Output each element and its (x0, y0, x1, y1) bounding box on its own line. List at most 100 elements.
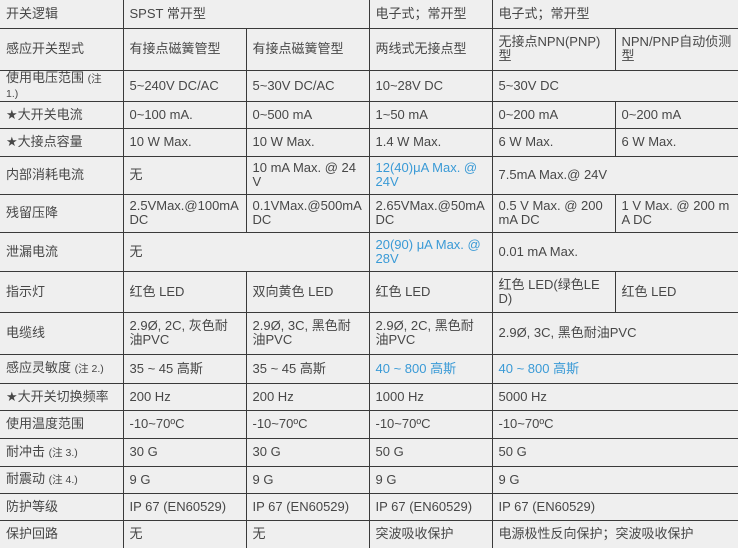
row-label-text: 使用温度范围 (6, 416, 85, 431)
table-cell: 5~240V DC/AC (122, 69, 247, 102)
row-label-text: 使用电压范围 (6, 69, 85, 85)
table-cell: IP 67 (EN60529) (245, 492, 370, 521)
table-cell: 红色 LED(绿色LED) (491, 270, 616, 313)
table-cell: 0~500 mA (245, 100, 370, 129)
table-cell: 无接点NPN(PNP)型 (491, 27, 616, 71)
table-cell: 35 ~ 45 高斯 (122, 353, 247, 384)
table-row: 使用电压范围 (注 1.) 5~240V DC/AC 5~30V DC/AC 10~2… (0, 69, 738, 102)
row-label: 指示灯 (0, 270, 124, 313)
table-cell: 12(40)μA Max. @ 24V (368, 155, 493, 195)
table-row: ★大开关电流 0~100 mA. 0~500 mA 1~50 mA 0~200 mA 0~… (0, 100, 738, 129)
table-row: 残留压降 2.5VMax.@100mA DC 0.1VMax.@500mA DC 2.… (0, 193, 738, 233)
table-cell: 电子式；常开型 (368, 0, 493, 29)
row-label-text: 防护等级 (6, 498, 59, 514)
table-cell: 40 ~ 800 高斯 (368, 353, 493, 384)
row-label-note: (注 3.) (48, 446, 78, 459)
table-cell: 2.5VMax.@100mA DC (122, 193, 247, 233)
table-cell: 2.9Ø, 2C, 黑色耐油PVC (368, 311, 493, 355)
row-label: 耐震动 (注 4.) (0, 465, 124, 494)
table-cell: 1000 Hz (368, 382, 493, 411)
table-cell: 0.1VMax.@500mA DC (245, 193, 370, 233)
table-cell: 无 (122, 155, 247, 195)
row-label-text: 电缆线 (6, 325, 46, 340)
row-label: 开关逻辑 (0, 0, 124, 29)
table-cell: 10 mA Max. @ 24V (245, 155, 370, 195)
table-cell: 10~28V DC (368, 69, 493, 102)
table-cell: 5~30V DC/AC (245, 69, 370, 102)
row-label: ★大开关切换频率 (0, 382, 124, 411)
table-cell: 200 Hz (245, 382, 370, 411)
table-cell: 红色 LED (122, 270, 247, 313)
table-cell: 电源极性反向保护；突波吸收保护 (491, 519, 738, 548)
row-label-text: 感应灵敏度 (6, 360, 72, 375)
row-label-text: 感应开关型式 (6, 41, 85, 56)
table-cell: 红色 LED (614, 270, 738, 313)
table-cell: -10~70ºC (491, 409, 738, 439)
table-cell: 9 G (245, 465, 370, 494)
table-cell: 5~30V DC (491, 69, 738, 102)
table-cell: 2.65VMax.@50mA DC (368, 193, 493, 233)
table-cell: 30 G (245, 437, 370, 467)
row-label: 泄漏电流 (0, 231, 124, 272)
row-label-text: ★大开关切换频率 (6, 388, 109, 404)
table-cell: 50 G (368, 437, 493, 467)
table-cell: 50 G (491, 437, 738, 467)
table-cell: 0~200 mA (491, 100, 616, 129)
table-cell: 5000 Hz (491, 382, 738, 411)
row-label-text: ★大接点容量 (6, 134, 83, 149)
table-cell: 6 W Max. (491, 127, 616, 157)
table-row: 感应灵敏度 (注 2.) 35 ~ 45 高斯 35 ~ 45 高斯 40 ~ 800… (0, 353, 738, 384)
table-cell: 35 ~ 45 高斯 (245, 353, 370, 384)
row-label-text: 耐震动 (6, 471, 46, 486)
table-cell: 0~100 mA. (122, 100, 247, 129)
table-row: 感应开关型式 有接点磁簧管型 有接点磁簧管型 两线式无接点型 无接点NPN(PNP)型 N… (0, 27, 738, 71)
table-cell: 0~200 mA (614, 100, 738, 129)
table-cell: 电子式；常开型 (491, 0, 738, 29)
table-cell: 有接点磁簧管型 (122, 27, 247, 71)
row-label: ★大接点容量 (0, 127, 124, 157)
table-cell: SPST 常开型 (122, 0, 370, 29)
row-label-note: (注 1.) (6, 72, 102, 100)
table-row: 内部消耗电流 无 10 mA Max. @ 24V 12(40)μA Max. @ 2… (0, 155, 738, 195)
row-label: 感应灵敏度 (注 2.) (0, 353, 124, 384)
table-cell: IP 67 (EN60529) (491, 492, 738, 521)
table-row: 保护回路无无突波吸收保护 电源极性反向保护；突波吸收保护 (0, 519, 738, 548)
row-label: 感应开关型式 (0, 27, 124, 71)
row-label: 保护回路 (0, 519, 124, 548)
table-cell: 40 ~ 800 高斯 (491, 353, 738, 384)
table-cell: 9 G (368, 465, 493, 494)
table-cell: 2.9Ø, 3C, 黑色耐油PVC (491, 311, 738, 355)
row-label-note: (注 2.) (74, 363, 104, 375)
table-cell: 10 W Max. (245, 127, 370, 157)
table-cell: -10~70ºC (245, 409, 370, 439)
row-label: 残留压降 (0, 193, 124, 233)
row-label-text: 内部消耗电流 (6, 167, 85, 182)
row-label: 使用温度范围 (0, 409, 124, 439)
table-cell: 0.01 mA Max. (491, 231, 738, 272)
table-cell: 9 G (491, 465, 738, 494)
table-cell: 红色 LED (368, 270, 493, 313)
row-label: 内部消耗电流 (0, 155, 124, 195)
table-cell: 2.9Ø, 3C, 黑色耐油PVC (245, 311, 370, 355)
table-cell: IP 67 (EN60529) (368, 492, 493, 521)
table-cell: 1~50 mA (368, 100, 493, 129)
table-cell: 双向黄色 LED (245, 270, 370, 313)
row-label-text: 耐冲击 (6, 443, 46, 459)
table-cell: -10~70ºC (122, 409, 247, 439)
table-cell: -10~70ºC (368, 409, 493, 439)
row-label: 耐冲击 (注 3.) (0, 437, 124, 467)
table-row: 泄漏电流 无 20(90) μA Max. @ 28V 0.01 mA Max. (0, 231, 738, 272)
table-cell: 1.4 W Max. (368, 127, 493, 157)
table-cell: 10 W Max. (122, 127, 247, 157)
table-row: 电缆线 2.9Ø, 2C, 灰色耐油PVC 2.9Ø, 3C, 黑色耐油PVC 2.9… (0, 311, 738, 355)
table-row: 开关逻辑 SPST 常开型 电子式；常开型 电子式；常开型 (0, 0, 738, 29)
row-label-text: ★大开关电流 (6, 106, 83, 122)
table-cell: 200 Hz (122, 382, 247, 411)
table-row: 耐冲击 (注 3.) 30 G 30 G 50 G 50 G (0, 437, 738, 467)
row-label: ★大开关电流 (0, 100, 124, 129)
table-row: 指示灯 红色 LED 双向黄色 LED 红色 LED 红色 LED(绿色LED) 红色 L… (0, 270, 738, 313)
table-row: ★大接点容量 10 W Max. 10 W Max. 1.4 W Max. 6 W Ma… (0, 127, 738, 157)
